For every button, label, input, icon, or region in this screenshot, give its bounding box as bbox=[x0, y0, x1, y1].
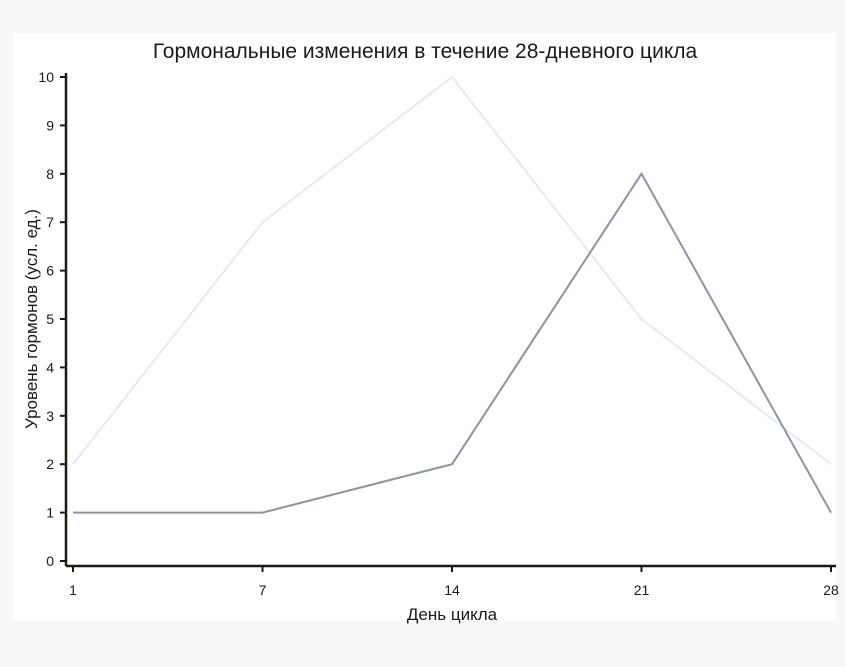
x-tick-label: 14 bbox=[444, 582, 460, 598]
x-tick-label: 1 bbox=[69, 582, 77, 598]
chart-panel bbox=[13, 33, 836, 621]
y-tick-label: 1 bbox=[46, 505, 54, 521]
y-tick-label: 7 bbox=[46, 214, 54, 230]
x-axis-label: День цикла bbox=[407, 605, 498, 624]
y-tick-label: 6 bbox=[46, 263, 54, 279]
y-axis-label: Уровень гормонов (усл. ед.) bbox=[22, 209, 41, 429]
y-tick-label: 4 bbox=[46, 359, 54, 375]
y-tick-label: 2 bbox=[46, 456, 54, 472]
y-tick-label: 9 bbox=[46, 117, 54, 133]
x-tick-label: 7 bbox=[259, 582, 267, 598]
y-tick-label: 5 bbox=[46, 311, 54, 327]
y-tick-label: 8 bbox=[46, 166, 54, 182]
x-tick-label: 21 bbox=[634, 582, 650, 598]
y-tick-label: 0 bbox=[46, 553, 54, 569]
y-tick-label: 10 bbox=[38, 69, 54, 85]
series-line-2 bbox=[73, 171, 832, 514]
x-tick-label: 28 bbox=[823, 582, 839, 598]
chart-title: Гормональные изменения в течение 28-днев… bbox=[153, 40, 698, 63]
y-tick-label: 3 bbox=[46, 408, 54, 424]
series-line-1 bbox=[72, 75, 832, 465]
